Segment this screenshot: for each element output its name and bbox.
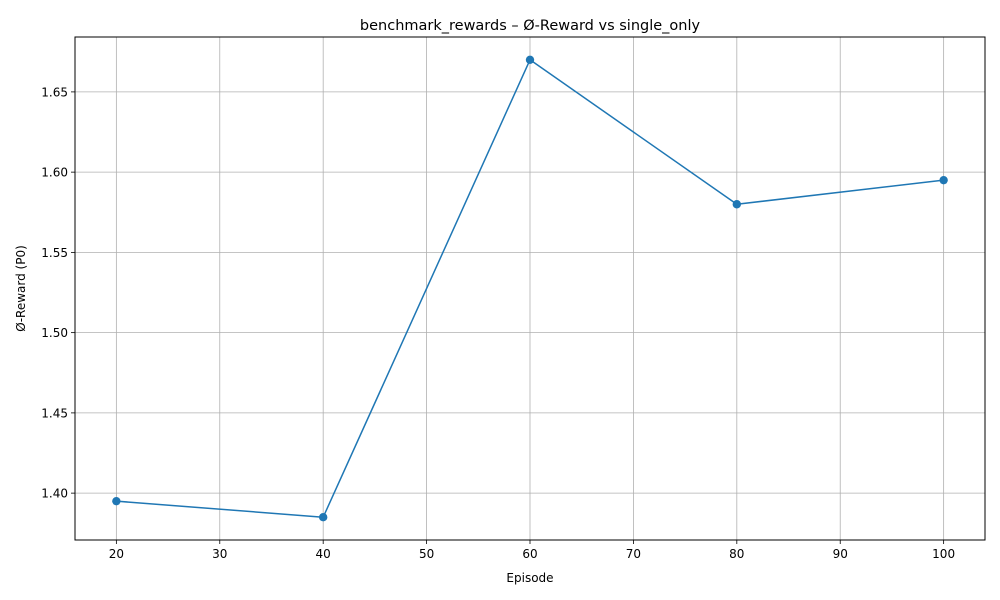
chart-title: benchmark_rewards – Ø-Reward vs single_o… — [360, 18, 701, 34]
x-tick-label: 20 — [109, 547, 124, 561]
y-tick-label: 1.45 — [41, 406, 68, 420]
x-tick-label: 70 — [626, 547, 641, 561]
data-point — [112, 496, 121, 506]
x-axis-label: Episode — [506, 571, 553, 585]
y-tick-label: 1.50 — [41, 326, 68, 340]
ticks: 20 30 40 50 60 70 80 90 100 1.40 1.45 1.50 1.55 1.60 1… — [41, 85, 955, 561]
y-tick-label: 1.60 — [41, 166, 68, 180]
data-point — [939, 175, 948, 185]
data-point — [525, 55, 535, 64]
x-tick-label: 40 — [316, 547, 331, 561]
y-tick-label: 1.55 — [41, 246, 68, 260]
data-point — [318, 513, 328, 522]
x-tick-label: 90 — [833, 547, 848, 561]
grid — [75, 37, 985, 540]
x-tick-label: 30 — [212, 547, 227, 561]
data-point — [732, 200, 742, 209]
x-tick-label: 80 — [729, 547, 744, 561]
x-tick-label: 60 — [522, 547, 537, 561]
y-axis-label: Ø-Reward (P0) — [14, 245, 28, 332]
y-tick-label: 1.40 — [41, 487, 68, 501]
y-tick-label: 1.65 — [41, 85, 68, 99]
series-layer — [112, 55, 948, 522]
x-tick-label: 50 — [419, 547, 434, 561]
x-tick-label: 100 — [932, 547, 955, 561]
